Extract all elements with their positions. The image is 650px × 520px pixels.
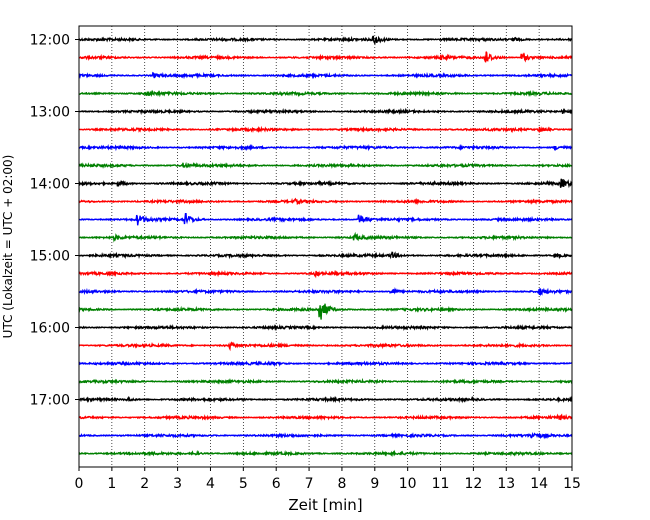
x-tick-label: 14 bbox=[530, 476, 548, 492]
x-tick-label: 5 bbox=[239, 476, 248, 492]
trace-1415 bbox=[78, 197, 573, 206]
x-tick-label: 4 bbox=[206, 476, 215, 492]
trace-1400 bbox=[78, 178, 573, 189]
y-tick-label: 15:00 bbox=[30, 249, 70, 265]
trace-1200 bbox=[78, 35, 573, 46]
trace-1215 bbox=[78, 51, 573, 63]
y-axis-ticks: 12:00 13:00 14:00 15:00 16:00 17:00 bbox=[30, 33, 79, 409]
trace-1630 bbox=[78, 360, 573, 367]
x-tick-label: 9 bbox=[370, 476, 379, 492]
trace-1730 bbox=[78, 431, 573, 440]
x-tick-label: 12 bbox=[464, 476, 482, 492]
trace-1545 bbox=[78, 303, 573, 320]
trace-1315 bbox=[78, 125, 573, 134]
trace-1530 bbox=[78, 287, 573, 297]
trace-1345 bbox=[78, 161, 573, 169]
x-axis-label: Zeit [min] bbox=[288, 496, 362, 514]
x-tick-label: 6 bbox=[272, 476, 281, 492]
y-tick-label: 14:00 bbox=[30, 177, 70, 193]
trace-1245 bbox=[78, 89, 573, 98]
trace-1645 bbox=[78, 377, 573, 385]
y-tick-label: 13:00 bbox=[30, 105, 70, 121]
x-tick-label: 3 bbox=[173, 476, 182, 492]
trace-1745 bbox=[78, 449, 573, 458]
y-tick-label: 12:00 bbox=[30, 33, 70, 49]
trace-1430 bbox=[78, 213, 573, 226]
y-tick-label: 16:00 bbox=[30, 321, 70, 337]
x-tick-label: 15 bbox=[563, 476, 581, 492]
y-axis-label: UTC (Lokalzeit = UTC + 02:00) bbox=[1, 155, 15, 339]
x-tick-label: 10 bbox=[399, 476, 417, 492]
trace-1615 bbox=[78, 341, 573, 352]
x-axis-ticks: 0 1 2 3 4 5 6 7 8 9 10 11 12 13 14 15 bbox=[75, 467, 581, 492]
y-tick-label: 17:00 bbox=[30, 393, 70, 409]
trace-1445 bbox=[78, 231, 573, 243]
x-tick-label: 13 bbox=[497, 476, 515, 492]
x-tick-label: 7 bbox=[305, 476, 314, 492]
x-tick-label: 2 bbox=[140, 476, 149, 492]
x-tick-label: 0 bbox=[75, 476, 84, 492]
trace-1230 bbox=[78, 71, 573, 80]
trace-1300 bbox=[78, 107, 573, 116]
trace-1500 bbox=[78, 251, 573, 260]
trace-1715 bbox=[78, 413, 573, 421]
trace-1700 bbox=[79, 395, 573, 404]
traces bbox=[78, 35, 573, 458]
trace-1515 bbox=[78, 269, 573, 279]
plot-frame bbox=[78, 25, 573, 468]
trace-1600 bbox=[78, 323, 573, 332]
x-tick-label: 1 bbox=[107, 476, 116, 492]
trace-1330 bbox=[78, 143, 573, 152]
x-tick-label: 8 bbox=[337, 476, 346, 492]
x-tick-label: 11 bbox=[432, 476, 450, 492]
